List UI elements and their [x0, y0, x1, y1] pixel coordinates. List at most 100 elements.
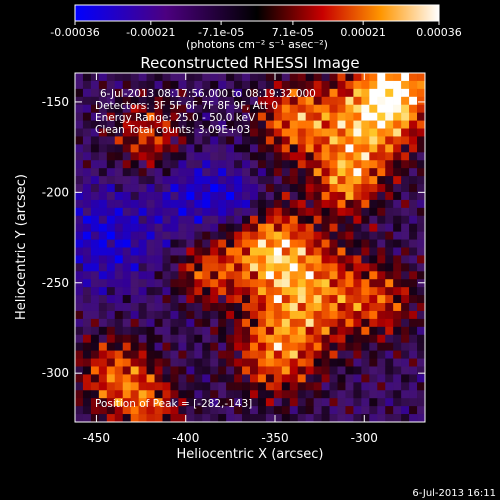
heatmap-cell — [409, 414, 418, 422]
heatmap-cell — [337, 120, 346, 129]
heatmap-cell — [321, 176, 330, 185]
heatmap-cell — [98, 215, 108, 224]
heatmap-cell — [154, 374, 163, 383]
heatmap-cell — [106, 199, 116, 209]
heatmap-cell — [170, 199, 179, 209]
heatmap-cell — [202, 398, 211, 407]
heatmap-cell — [98, 382, 108, 391]
heatmap-cell — [417, 358, 425, 367]
heatmap-cell — [305, 88, 314, 98]
heatmap-cell — [98, 223, 108, 232]
heatmap-cell — [393, 88, 402, 98]
heatmap-cell — [186, 263, 195, 272]
heatmap-cell — [337, 287, 346, 296]
heatmap-cell — [385, 406, 394, 415]
heatmap-cell — [98, 168, 108, 177]
heatmap-cell — [130, 398, 139, 407]
heatmap-cell — [377, 152, 386, 161]
heatmap-cell — [146, 207, 155, 217]
heatmap-cell — [417, 350, 425, 359]
heatmap-cell — [202, 326, 211, 336]
heatmap-cell — [273, 88, 283, 98]
heatmap-cell — [202, 287, 211, 296]
heatmap-cell — [98, 318, 108, 328]
heatmap-cell — [361, 310, 370, 320]
heatmap-cell — [250, 310, 259, 320]
heatmap-cell — [138, 326, 147, 336]
heatmap-cell — [329, 255, 338, 264]
heatmap-cell — [82, 303, 92, 312]
heatmap-cell — [75, 310, 84, 320]
heatmap-cell — [257, 231, 267, 240]
heatmap-cell — [401, 104, 410, 113]
heatmap-cell — [297, 199, 306, 209]
heatmap-cell — [257, 184, 267, 193]
heatmap-cell — [345, 88, 354, 98]
heatmap-cell — [257, 136, 267, 145]
heatmap-cell — [345, 374, 354, 383]
heatmap-cell — [385, 136, 394, 145]
heatmap-cell — [313, 160, 322, 169]
heatmap-cell — [393, 303, 402, 312]
heatmap-cell — [385, 358, 394, 367]
heatmap-cell — [409, 160, 418, 169]
peak-position-label: Position of Peak = [-282,-143] — [95, 398, 252, 410]
heatmap-cell — [178, 350, 187, 359]
heatmap-cell — [369, 382, 378, 391]
heatmap-cell — [329, 239, 338, 248]
heatmap-cell — [385, 199, 394, 209]
heatmap-cell — [170, 136, 179, 145]
heatmap-cell — [409, 73, 418, 82]
heatmap-cell — [210, 326, 219, 336]
heatmap-cell — [210, 207, 219, 217]
heatmap-cell — [337, 382, 346, 391]
heatmap-cell — [114, 334, 124, 343]
heatmap-cell — [218, 120, 227, 129]
heatmap-cell — [234, 73, 243, 82]
heatmap-cell — [106, 176, 116, 185]
heatmap-cell — [337, 176, 346, 185]
heatmap-cell — [226, 406, 235, 415]
heatmap-cell — [170, 255, 179, 264]
heatmap-cell — [98, 366, 108, 375]
colorbar-frame — [74, 4, 440, 22]
x-tick-label: -350 — [261, 431, 288, 445]
heatmap-cell — [75, 271, 84, 280]
heatmap-cell — [154, 184, 163, 193]
heatmap-cell — [313, 414, 322, 422]
heatmap-cell — [186, 358, 195, 367]
heatmap-cell — [281, 390, 291, 399]
heatmap-cell — [377, 73, 386, 82]
heatmap-cell — [281, 223, 291, 232]
heatmap-cell — [321, 136, 330, 145]
heatmap-cell — [186, 96, 195, 106]
heatmap-cell — [369, 73, 378, 82]
heatmap-cell — [353, 168, 362, 177]
heatmap-cell — [289, 350, 299, 359]
heatmap-cell — [401, 358, 410, 367]
heatmap-cell — [178, 295, 187, 304]
heatmap-cell — [329, 144, 338, 153]
heatmap-cell — [234, 271, 243, 280]
heatmap-cell — [369, 350, 378, 359]
heatmap-cell — [250, 382, 259, 391]
heatmap-cell — [75, 303, 84, 312]
heatmap-cell — [257, 112, 267, 121]
heatmap-cell — [178, 398, 187, 407]
heatmap-cell — [321, 88, 330, 98]
heatmap-cell — [98, 374, 108, 383]
heatmap-cell — [345, 176, 354, 185]
heatmap-cell — [202, 199, 211, 209]
heatmap-cell — [273, 136, 283, 145]
heatmap-cell — [417, 334, 425, 343]
heatmap-cell — [186, 342, 195, 351]
heatmap-cell — [202, 112, 211, 121]
heatmap-cell — [218, 168, 227, 177]
heatmap-cell — [130, 191, 139, 201]
heatmap-cell — [226, 176, 235, 185]
heatmap-cell — [138, 207, 147, 217]
heatmap-cell — [154, 104, 163, 113]
heatmap-cell — [417, 144, 425, 153]
annotation-clean-counts: Clean Total counts: 3.09E+03 — [95, 124, 250, 136]
heatmap-cell — [98, 199, 108, 209]
